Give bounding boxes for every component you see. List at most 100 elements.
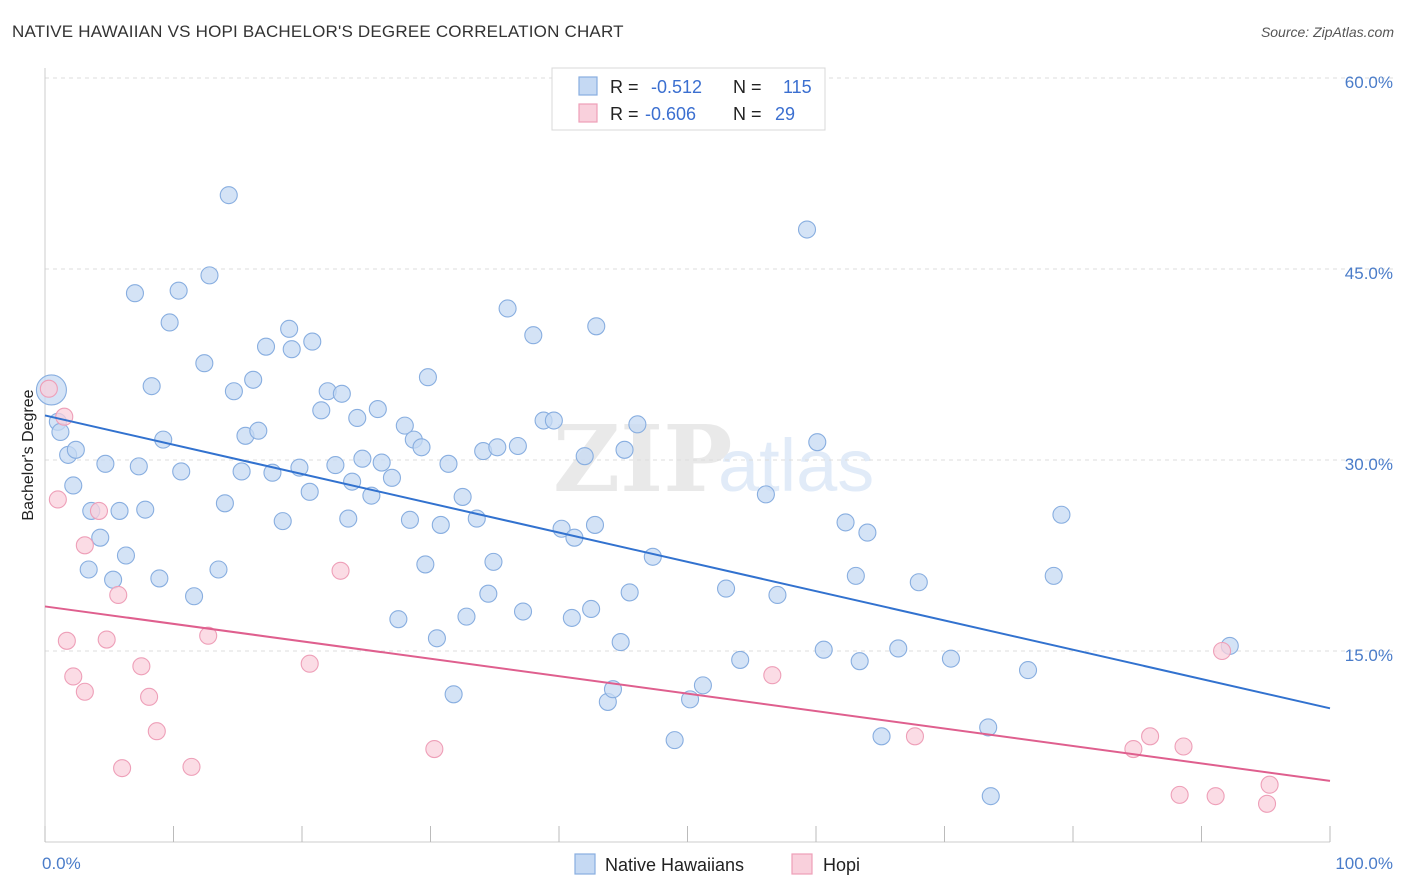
trend-lines <box>44 414 1331 782</box>
native-hawaiian-point-36 <box>280 319 299 338</box>
hopi-point-2 <box>55 407 74 426</box>
hopi-point-7 <box>89 501 109 520</box>
native-hawaiian-point-109 <box>979 718 998 737</box>
legend-top: R = -0.512 N = 115 R = -0.606 N = 29 <box>551 67 826 131</box>
legend-swatch-hopi <box>578 103 598 123</box>
hopi-point-9 <box>109 585 128 605</box>
native-hawaiian-point-87 <box>615 440 634 459</box>
native-hawaiian-point-105 <box>872 727 891 746</box>
x-tick-label-1: 100.0% <box>1335 854 1393 873</box>
native-hawaiian-point-6 <box>79 560 98 579</box>
legend-n-value-2: 29 <box>775 104 795 124</box>
native-hawaiian-point-17 <box>150 569 169 588</box>
bottom-legend-native-hawaiians: Native Hawaiians <box>605 855 744 875</box>
native-hawaiian-point-74 <box>524 326 543 345</box>
native-hawaiian-point-82 <box>585 515 605 534</box>
native-hawaiian-point-4 <box>64 476 83 495</box>
hopi-point-15 <box>199 626 218 645</box>
hopi-point-19 <box>763 666 782 685</box>
native-hawaiian-point-20 <box>169 281 188 300</box>
chart-title: NATIVE HAWAIIAN VS HOPI BACHELOR'S DEGRE… <box>12 22 624 41</box>
native-hawaiian-point-100 <box>814 640 833 659</box>
native-hawaiian-point-71 <box>498 299 517 318</box>
bottom-legend-swatch-hopi <box>791 853 813 875</box>
legend-bottom: Native Hawaiians Hopi <box>574 853 860 875</box>
native-hawaiian-point-24 <box>200 266 219 285</box>
y-tick-label-0: 15.0% <box>1345 646 1393 665</box>
y-tick-labels: 15.0% 30.0% 45.0% 60.0% <box>1345 73 1393 665</box>
native-hawaiian-point-64 <box>453 487 472 506</box>
native-hawaiian-point-91 <box>665 731 684 750</box>
native-hawaiian-point-70 <box>488 438 507 457</box>
native-hawaiian-point-15 <box>136 500 155 519</box>
native-hawaiian-point-107 <box>909 573 928 592</box>
native-hawaiian-point-32 <box>249 421 268 440</box>
hopi-point-14 <box>182 757 201 776</box>
native-hawaiian-point-108 <box>941 649 960 668</box>
native-hawaiian-point-86 <box>611 633 630 652</box>
native-hawaiian-point-51 <box>372 453 391 472</box>
native-hawaiian-point-99 <box>808 433 827 452</box>
y-tick-label-1: 30.0% <box>1345 455 1393 474</box>
series-hopi <box>39 379 1279 813</box>
native-hawaiian-point-97 <box>768 585 787 605</box>
trend-line-hopi <box>44 605 1331 782</box>
y-tick-label-2: 45.0% <box>1345 264 1393 283</box>
native-hawaiian-point-43 <box>326 456 345 475</box>
native-hawaiian-point-63 <box>444 685 463 704</box>
hopi-point-28 <box>1260 775 1279 794</box>
native-hawaiian-point-72 <box>508 436 527 456</box>
native-hawaiian-point-95 <box>731 650 750 669</box>
hopi-point-22 <box>1141 727 1160 746</box>
legend-r-label-1: R = <box>610 77 639 97</box>
native-hawaiian-point-12 <box>116 546 136 565</box>
native-hawaiian-point-59 <box>418 368 437 387</box>
gridlines <box>45 77 1395 652</box>
native-hawaiian-point-18 <box>154 430 173 449</box>
native-hawaiian-point-96 <box>756 485 775 504</box>
native-hawaiian-point-78 <box>562 608 581 627</box>
native-hawaiian-point-21 <box>172 462 191 481</box>
hopi-point-5 <box>75 682 94 701</box>
native-hawaiian-point-26 <box>215 494 234 513</box>
native-hawaiian-point-29 <box>232 462 251 481</box>
data-points <box>35 186 1279 813</box>
native-hawaiian-point-47 <box>348 408 367 428</box>
native-hawaiian-point-90 <box>643 547 662 566</box>
x-tick-label-0: 0.0% <box>42 854 81 873</box>
hopi-point-8 <box>97 630 116 649</box>
hopi-point-11 <box>132 657 151 676</box>
native-hawaiian-point-111 <box>1018 661 1038 680</box>
x-tick-labels: 0.0% 100.0% <box>42 854 1393 873</box>
hopi-point-10 <box>113 759 132 778</box>
chart-source: Source: ZipAtlas.com <box>1260 24 1394 40</box>
native-hawaiian-point-50 <box>368 400 387 419</box>
hopi-point-23 <box>1170 785 1189 804</box>
hopi-point-6 <box>75 536 94 555</box>
bottom-legend-hopi: Hopi <box>823 855 860 875</box>
hopi-point-17 <box>331 561 350 580</box>
legend-r-label-2: R = <box>610 104 639 124</box>
native-hawaiian-point-40 <box>303 332 322 351</box>
hopi-point-12 <box>140 687 159 706</box>
native-hawaiian-point-113 <box>1052 505 1071 524</box>
native-hawaiian-point-76 <box>544 411 563 430</box>
native-hawaiian-point-69 <box>484 552 503 571</box>
native-hawaiian-point-8 <box>91 528 110 547</box>
legend-n-label-1: N = <box>733 77 762 97</box>
native-hawaiian-point-39 <box>300 482 319 501</box>
y-tick-label-3: 60.0% <box>1345 73 1393 92</box>
native-hawaiian-point-48 <box>353 449 372 468</box>
native-hawaiian-point-106 <box>889 639 908 658</box>
native-hawaiian-point-112 <box>1044 566 1063 585</box>
native-hawaiian-point-58 <box>416 555 435 574</box>
native-hawaiian-point-98 <box>797 220 817 239</box>
native-hawaiian-point-73 <box>513 602 533 621</box>
native-hawaiian-point-52 <box>382 468 402 487</box>
trend-line-native-hawaiians <box>44 414 1331 710</box>
native-hawaiian-point-57 <box>412 438 431 457</box>
hopi-point-20 <box>905 727 924 746</box>
legend-r-value-2: -0.606 <box>645 104 696 124</box>
native-hawaiian-point-16 <box>142 377 161 396</box>
native-hawaiian-point-27 <box>219 186 238 205</box>
